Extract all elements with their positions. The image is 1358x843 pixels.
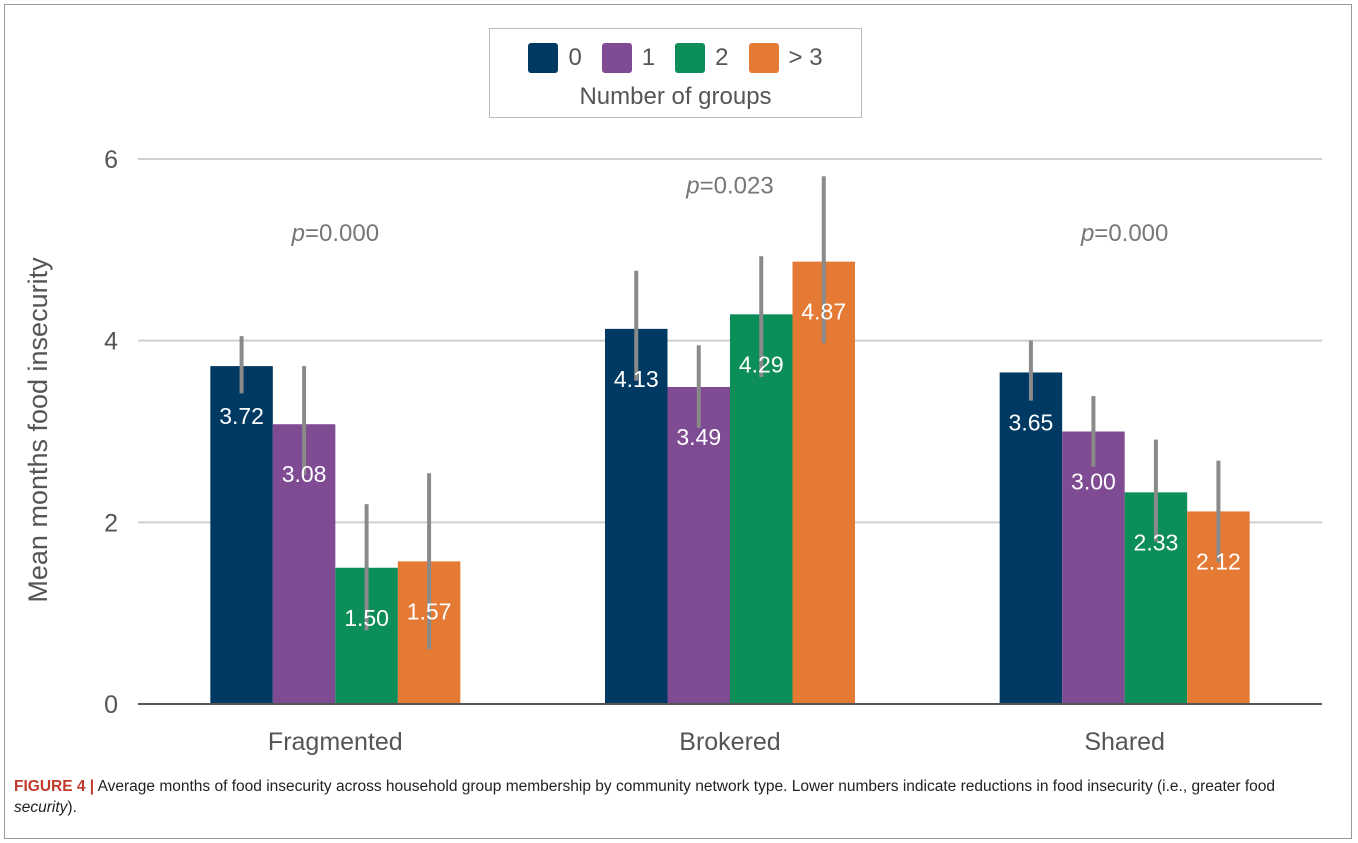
bar: [1062, 431, 1125, 704]
legend: 0 1 2 > 3 Number of groups: [489, 28, 862, 118]
figure-label: FIGURE 4 |: [14, 778, 95, 795]
legend-items: 0 1 2 > 3: [490, 43, 861, 73]
legend-title: Number of groups: [579, 83, 772, 110]
p-symbol: p: [291, 220, 305, 247]
p-value: =0.000: [1094, 220, 1168, 247]
y-axis-label: Mean months food insecurity: [23, 257, 53, 603]
bar-value-label: 3.08: [282, 461, 327, 487]
p-value: =0.000: [305, 220, 379, 247]
legend-label: 0: [568, 44, 582, 71]
y-tick-label: 4: [104, 328, 118, 356]
x-axis-ticks: Fragmented Brokered Shared: [268, 728, 1165, 756]
p-symbol: p: [1080, 220, 1094, 247]
bar: [605, 328, 668, 704]
p-value-annotation: p=0.023: [685, 173, 773, 200]
p-value-annotation: p=0.000: [291, 220, 379, 247]
bar: [210, 366, 273, 704]
legend-swatch: [601, 43, 632, 73]
bar: [667, 386, 730, 704]
bar-value-label: 3.65: [1009, 409, 1054, 435]
p-value-annotation: p=0.000: [1080, 220, 1168, 247]
bar-value-label: 4.29: [739, 351, 784, 377]
bar-chart: 0 2 4 6 3.72 3.08 1.50 1.57 4.13 3.49 4.29 4.87 3.6…: [23, 146, 1322, 756]
legend-item: 2: [675, 43, 729, 73]
error-bars: [239, 176, 1221, 650]
bar-value-label: 2.12: [1196, 548, 1241, 574]
bar: [730, 314, 793, 704]
legend-label: > 3: [788, 44, 823, 71]
caption-emphasis: security: [14, 799, 68, 816]
bar-value-label: 2.33: [1134, 529, 1179, 555]
p-symbol: p: [685, 173, 699, 200]
bar-value-label: 4.13: [614, 366, 659, 392]
bar-value-label: 3.00: [1071, 469, 1116, 495]
bar-value-label: 1.50: [344, 605, 389, 631]
y-tick-label: 2: [104, 509, 118, 537]
y-axis-ticks: 0 2 4 6: [104, 146, 118, 719]
legend-item: 1: [601, 43, 656, 73]
x-tick-label: Fragmented: [268, 728, 403, 756]
legend-swatch: [528, 43, 559, 73]
legend-swatch: [675, 43, 706, 73]
bar: [999, 372, 1063, 704]
bar-value-label: 3.49: [676, 424, 721, 450]
legend-label: 1: [641, 44, 656, 71]
y-tick-label: 0: [104, 691, 118, 719]
bar-value-label: 3.72: [219, 403, 264, 429]
caption-text-end: ).: [67, 799, 77, 816]
p-value: =0.023: [700, 173, 774, 200]
bar-value-labels: 3.72 3.08 1.50 1.57 4.13 3.49 4.29 4.87 3.65 3.00…: [219, 299, 1241, 631]
legend-item: 0: [528, 43, 582, 73]
bars: [210, 261, 1250, 704]
caption-text: Average months of food insecurity across…: [94, 778, 1276, 795]
x-tick-label: Shared: [1084, 728, 1165, 756]
legend-swatch: [748, 43, 779, 73]
legend-item: > 3: [748, 43, 823, 73]
figure-caption: FIGURE 4 | Average months of food insecu…: [14, 776, 1339, 818]
y-tick-label: 6: [104, 146, 118, 174]
bar-value-label: 4.87: [801, 299, 846, 325]
x-tick-label: Brokered: [679, 728, 780, 756]
bar-value-label: 1.57: [407, 598, 452, 624]
legend-label: 2: [715, 44, 729, 71]
